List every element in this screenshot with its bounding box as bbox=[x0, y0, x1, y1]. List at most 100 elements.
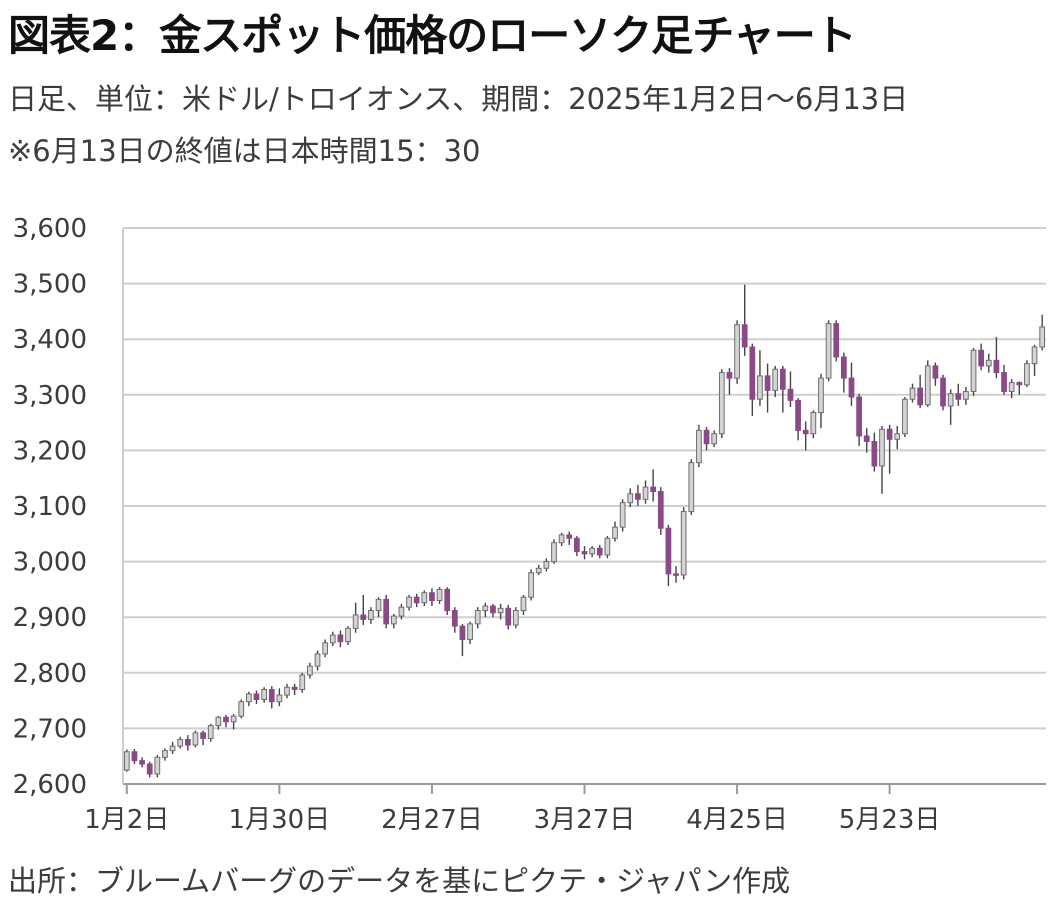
candle bbox=[749, 343, 756, 416]
candle-body-down bbox=[200, 732, 206, 739]
candle-body-up bbox=[245, 693, 252, 703]
candle bbox=[917, 374, 924, 409]
candle bbox=[574, 536, 580, 557]
candle-body-up bbox=[390, 615, 397, 625]
source-note: 出所：ブルームバーグのデータを基にピクテ・ジャパン作成 bbox=[8, 864, 791, 898]
candle bbox=[154, 755, 161, 778]
candle-body-down bbox=[146, 763, 153, 775]
candle bbox=[726, 368, 733, 395]
candle bbox=[261, 687, 267, 703]
candle bbox=[444, 587, 451, 615]
y-tick-label: 3,600 bbox=[13, 214, 87, 244]
candle-body-up bbox=[421, 592, 428, 604]
candle-body-up bbox=[535, 567, 542, 574]
candle bbox=[825, 320, 832, 382]
candle-body-up bbox=[352, 614, 359, 629]
candle-body-up bbox=[543, 561, 550, 569]
candle bbox=[604, 536, 611, 559]
candle-body-down bbox=[749, 346, 756, 400]
x-tick-label: 4月25日 bbox=[686, 805, 788, 835]
candle bbox=[360, 594, 367, 625]
candle bbox=[169, 741, 176, 754]
candle bbox=[894, 425, 901, 450]
candle-body-down bbox=[779, 368, 786, 390]
candle bbox=[818, 373, 824, 429]
candle bbox=[429, 588, 435, 607]
candle bbox=[1031, 344, 1038, 376]
candle bbox=[1024, 360, 1030, 388]
candle bbox=[566, 531, 573, 545]
candle-body-up bbox=[329, 634, 336, 644]
candle-body-up bbox=[551, 542, 557, 563]
candle bbox=[596, 544, 603, 559]
candle bbox=[718, 369, 725, 439]
x-tick-label: 5月23日 bbox=[839, 805, 941, 835]
candle-body-up bbox=[497, 607, 504, 614]
candle-body-up bbox=[879, 428, 885, 467]
candle-body-down bbox=[581, 551, 588, 555]
candle bbox=[238, 699, 245, 719]
candle-body-down bbox=[490, 605, 496, 614]
candle bbox=[909, 383, 916, 403]
candle-body-down bbox=[703, 429, 710, 445]
candle bbox=[1001, 364, 1007, 395]
candle bbox=[520, 594, 527, 615]
candle bbox=[985, 353, 992, 373]
candle-body-down bbox=[360, 614, 367, 620]
candle bbox=[802, 421, 809, 451]
candle bbox=[245, 691, 252, 707]
candle bbox=[329, 631, 336, 647]
candle bbox=[535, 564, 542, 575]
candle bbox=[879, 425, 885, 494]
candle-body-down bbox=[574, 537, 580, 553]
y-axis: 3,600 3,500 3,400 3,300 3,200 3,100 3,000 2,900… bbox=[13, 214, 87, 800]
candle-body-up bbox=[909, 387, 916, 400]
candle-body-up bbox=[963, 390, 969, 400]
candle-body-up bbox=[215, 716, 222, 727]
candle bbox=[665, 524, 672, 587]
candle-body-up bbox=[512, 610, 519, 626]
candle-body-down bbox=[505, 607, 512, 626]
candle bbox=[970, 348, 977, 396]
candle bbox=[268, 686, 275, 709]
candle-body-down bbox=[978, 349, 985, 367]
candle-body-up bbox=[406, 596, 412, 608]
candle bbox=[207, 723, 214, 742]
candle bbox=[581, 546, 588, 560]
candle bbox=[635, 484, 641, 506]
candle-body-down bbox=[795, 399, 801, 431]
candle bbox=[558, 532, 565, 547]
candle-body-up bbox=[368, 610, 374, 620]
candle bbox=[711, 430, 718, 448]
candle bbox=[314, 650, 321, 671]
candle bbox=[123, 749, 130, 772]
candle-body-up bbox=[970, 349, 977, 392]
candle-body-up bbox=[924, 365, 931, 406]
candle bbox=[177, 736, 184, 749]
candle-body-down bbox=[886, 428, 893, 440]
y-tick-label: 2,800 bbox=[13, 659, 87, 689]
candle-body-down bbox=[764, 375, 771, 391]
candle-body-down bbox=[291, 686, 298, 690]
page-title: 図表2：金スポット価格のローソク足チャート bbox=[8, 11, 857, 60]
candle-body-up bbox=[467, 623, 473, 640]
candle-body-up bbox=[1024, 363, 1030, 386]
candle bbox=[993, 336, 1000, 379]
candle-body-up bbox=[322, 642, 329, 655]
candle-body-up bbox=[680, 511, 687, 576]
candle-body-down bbox=[383, 598, 390, 625]
candle bbox=[413, 593, 420, 608]
candle bbox=[307, 662, 313, 679]
candle-body-up bbox=[261, 688, 267, 700]
candle-body-up bbox=[902, 398, 908, 435]
candle bbox=[650, 469, 657, 502]
candle bbox=[871, 432, 878, 472]
candle bbox=[619, 499, 626, 532]
y-tick-label: 3,300 bbox=[13, 381, 87, 411]
candle-body-up bbox=[123, 751, 130, 771]
candle-body-up bbox=[627, 493, 634, 504]
candle bbox=[230, 713, 237, 730]
candle-body-up bbox=[612, 526, 618, 539]
candle-body-up bbox=[947, 393, 954, 407]
candle-body-up bbox=[985, 359, 992, 367]
